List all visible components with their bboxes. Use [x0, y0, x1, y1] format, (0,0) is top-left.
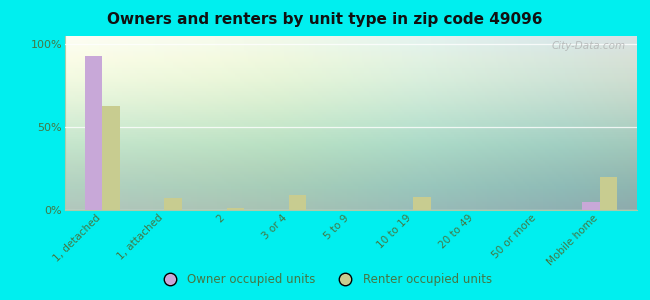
Bar: [227, 208, 244, 210]
Text: City-Data.com: City-Data.com: [551, 41, 625, 51]
Bar: [85, 56, 102, 210]
Bar: [582, 202, 600, 210]
Bar: [289, 195, 306, 210]
Bar: [413, 197, 430, 210]
Bar: [102, 106, 120, 210]
Legend: Owner occupied units, Renter occupied units: Owner occupied units, Renter occupied un…: [153, 269, 497, 291]
Bar: [600, 177, 617, 210]
Text: Owners and renters by unit type in zip code 49096: Owners and renters by unit type in zip c…: [107, 12, 543, 27]
Bar: [164, 198, 182, 210]
